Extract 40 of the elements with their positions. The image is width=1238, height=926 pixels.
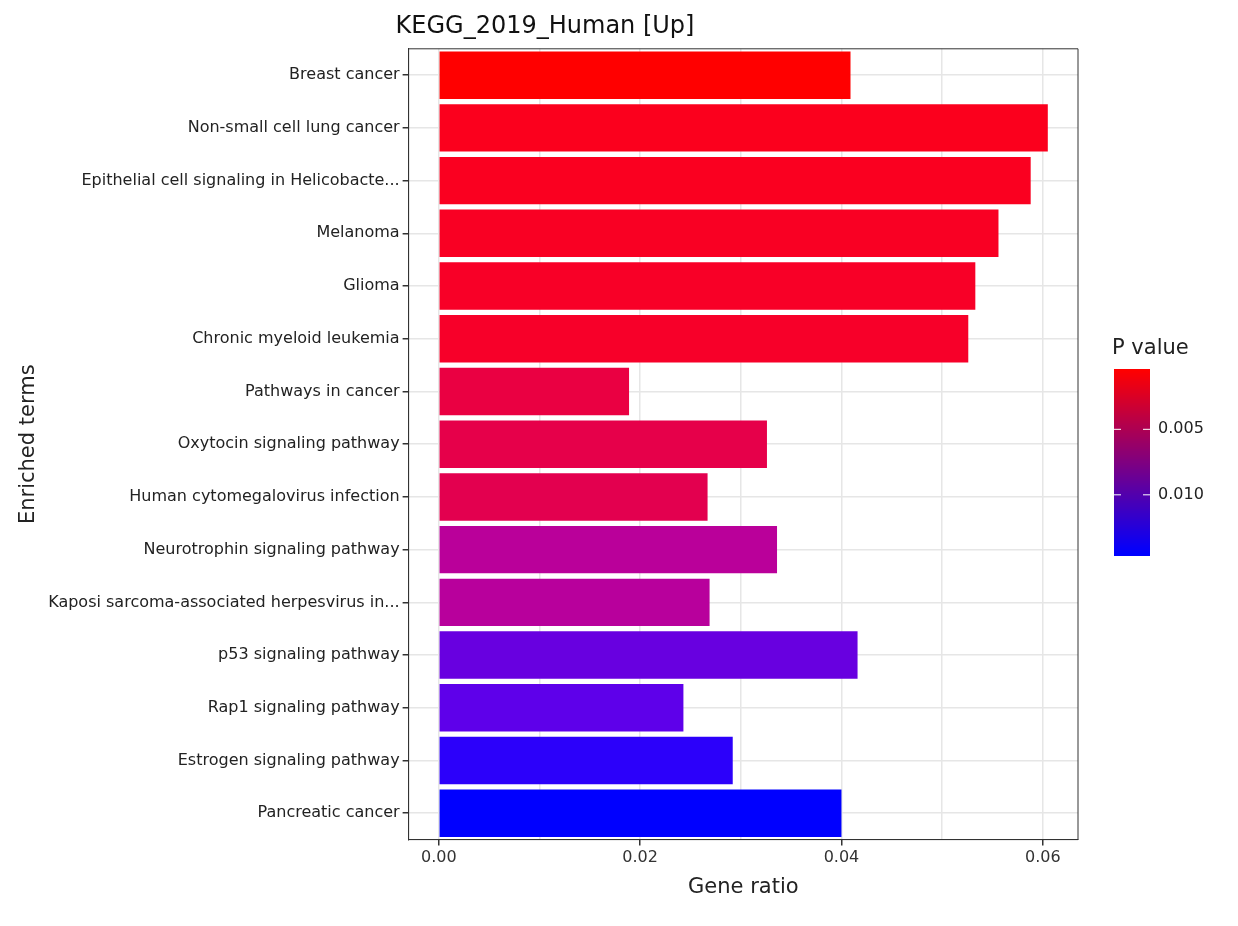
y-tick-label: Non-small cell lung cancer [187,117,401,137]
bar [439,789,842,837]
bar [439,156,1031,205]
x-tick-label: 0.00 [421,847,457,867]
y-axis-title: Enriched terms [15,364,40,525]
y-tick-label: Human cytomegalovirus infection [129,486,400,506]
bar [439,315,969,363]
bar [439,473,708,521]
y-tick-label: p53 signaling pathway [218,644,400,664]
color-bar-label: 0.005 [1158,418,1204,438]
x-tick-label: 0.04 [823,847,860,867]
y-tick-label: Breast cancer [289,64,401,84]
x-tick-label: 0.02 [622,847,658,867]
y-tick-label: Estrogen signaling pathway [177,749,400,769]
chart-title: KEGG_2019_Human [Up] [395,10,695,39]
y-tick-label: Neurotrophin signaling pathway [143,538,400,558]
y-tick-label: Rap1 signaling pathway [207,696,400,716]
y-tick-label: Pancreatic cancer [257,802,401,822]
bar [439,262,976,310]
y-tick-label: Kaposi sarcoma-associated herpesvirus in... [48,591,400,611]
x-axis-title: Gene ratio [688,873,799,898]
bar [439,104,1048,152]
y-tick-label: Melanoma [316,222,400,242]
bar [439,51,851,99]
color-bar-label: 0.010 [1158,483,1204,503]
color-bar-title: P value [1112,335,1189,360]
bar [439,578,710,627]
y-tick-label: Glioma [343,275,400,295]
y-tick-label: Epithelial cell signaling in Helicobacte... [81,169,400,189]
bar [439,420,767,468]
bar [439,736,733,785]
bar [439,367,630,416]
x-tick-label: 0.06 [1024,847,1061,867]
bar [439,631,858,679]
bar [439,209,999,258]
y-tick-label: Chronic myeloid leukemia [192,327,400,347]
y-tick-label: Pathways in cancer [245,380,401,400]
bar [439,525,778,574]
y-tick-label: Oxytocin signaling pathway [177,433,400,453]
bar [439,684,684,732]
